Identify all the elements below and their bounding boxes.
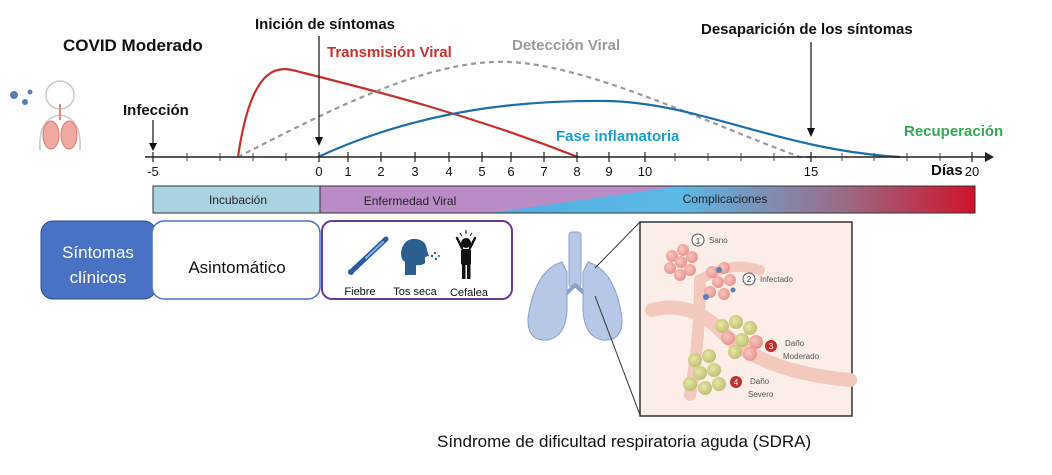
tos-seca-label: Tos seca — [393, 286, 437, 298]
fase-inflamatoria-curve — [317, 99, 901, 159]
fase-inflamatoria-label: Fase inflamatoria — [556, 128, 680, 145]
phase-bar-enfermedad-viral — [320, 186, 680, 213]
stage-2-number: 2 — [747, 275, 752, 284]
desaparicion-arrowhead — [807, 128, 815, 137]
stage-1-number: 1 — [696, 237, 701, 246]
timeline-tick-label: 10 — [638, 164, 652, 179]
desaparicion-sintomas-label: Desaparición de los síntomas — [701, 21, 913, 38]
phase-bar-outline — [152, 185, 976, 214]
transmision-viral-label: Transmisión Viral — [327, 44, 452, 61]
timeline-tick-label: 20 — [965, 164, 979, 179]
stage-3-label-2: Moderado — [783, 352, 820, 361]
timeline-tick-label: 6 — [507, 164, 514, 179]
stage-4-number: 4 — [734, 378, 739, 387]
sdra-caption: Síndrome de dificultad respiratoria agud… — [437, 432, 811, 451]
inicio-sintomas-arrowhead — [315, 137, 323, 146]
alveoli-panel: 1 Sano 2 Infectado 3 Daño Moderado 4 Dañ… — [639, 221, 857, 417]
timeline-arrowhead — [985, 152, 994, 162]
deteccion-viral-label: Detección Viral — [512, 37, 620, 54]
stage-4-label: Daño — [750, 377, 770, 386]
zoom-line-top — [594, 221, 641, 269]
timeline-tick-label: 7 — [540, 164, 547, 179]
incubacion-label: Incubación — [209, 193, 267, 207]
stage-3-label: Daño — [785, 339, 805, 348]
infeccion-arrowhead — [149, 143, 157, 151]
cefalea-label: Cefalea — [450, 287, 489, 299]
sintomas-clinicos-label-line2: clínicos — [70, 268, 127, 287]
complicaciones-label: Complicaciones — [683, 192, 768, 206]
stage-3-marker — [765, 340, 777, 352]
dias-axis-label: Días — [931, 162, 963, 179]
diagram-title: COVID Moderado — [63, 36, 203, 55]
headache-person-icon — [455, 230, 477, 279]
stage-2-marker — [742, 272, 756, 286]
human-lungs-icon — [10, 80, 81, 151]
timeline-tick-label: 5 — [478, 164, 485, 179]
inicio-sintomas-label: Inición de síntomas — [255, 16, 395, 33]
fiebre-label: Fiebre — [344, 286, 375, 298]
transmision-viral-curve — [236, 68, 579, 159]
stage-3-number: 3 — [769, 342, 774, 351]
timeline-tick-labels: -5 0 1 2 3 4 5 6 7 8 9 10 15 20 — [147, 152, 979, 179]
timeline-tick-label: 15 — [804, 164, 818, 179]
recuperacion-label: Recuperación — [904, 123, 1003, 140]
timeline-tick-label: 2 — [377, 164, 384, 179]
timeline-tick-label: 4 — [445, 164, 452, 179]
asintomatico-label: Asintomático — [188, 258, 285, 277]
thermometer-icon — [348, 236, 389, 275]
zoom-line-bottom — [594, 295, 641, 416]
timeline-tick-label: 8 — [573, 164, 580, 179]
enfermedad-viral-label: Enfermedad Viral — [364, 194, 457, 208]
stage-4-label-2: Severo — [748, 390, 774, 399]
coughing-head-icon — [401, 238, 440, 275]
sintomas-clinicos-label-line1: Síntomas — [62, 243, 134, 262]
timeline-tick-label: 9 — [605, 164, 612, 179]
infeccion-label: Infección — [123, 102, 189, 119]
asintomatico-box — [151, 220, 321, 300]
lungs-illustration — [527, 231, 623, 341]
timeline-tick-label: -5 — [147, 164, 159, 179]
timeline-minor-ticks — [186, 153, 941, 161]
timeline-tick-label: 1 — [344, 164, 351, 179]
deteccion-viral-curve — [237, 60, 816, 159]
stage-2-label: Infectado — [760, 275, 793, 284]
stage-4-marker — [730, 376, 742, 388]
stage-1-marker — [691, 233, 705, 247]
stage-1-label: Sano — [709, 236, 728, 245]
timeline-tick-label: 0 — [315, 164, 322, 179]
timeline-tick-label: 3 — [411, 164, 418, 179]
